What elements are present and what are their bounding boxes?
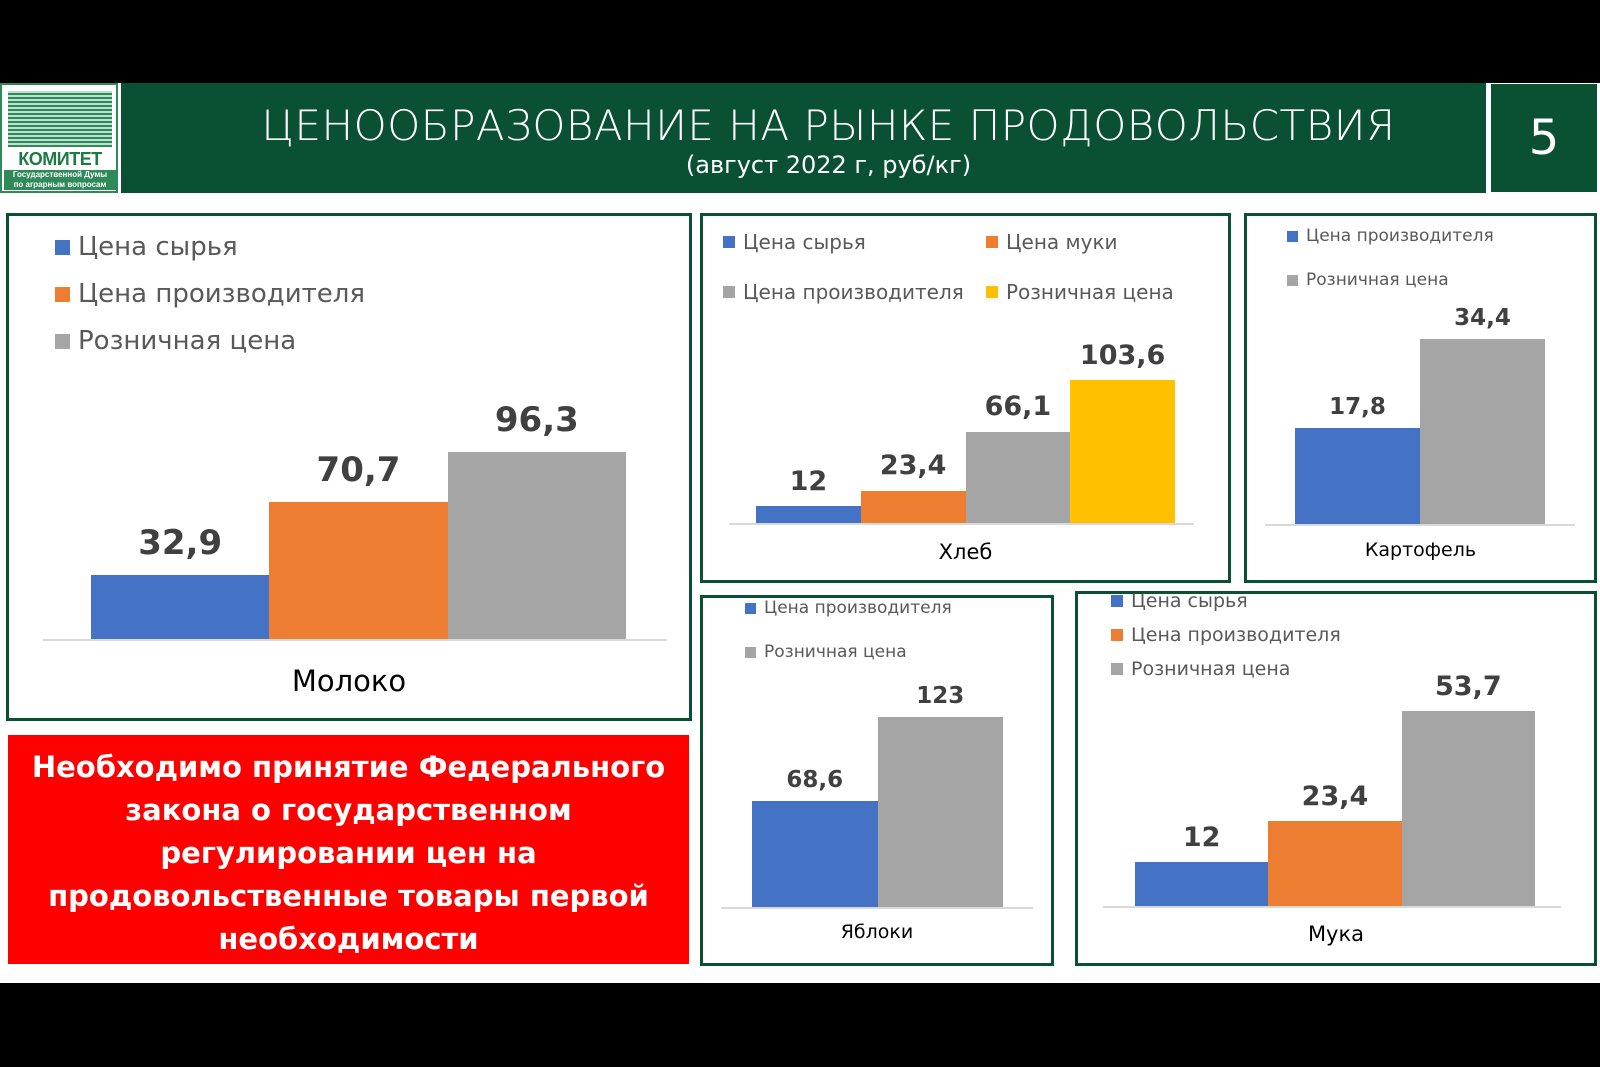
value-label: 96,3 bbox=[494, 400, 579, 441]
legend-item: Розничная цена bbox=[1287, 270, 1449, 290]
bar bbox=[1070, 380, 1175, 523]
value-label: 12 bbox=[1182, 821, 1221, 853]
plot-area: 12 23,4 53,7 bbox=[1135, 651, 1535, 906]
x-axis-line bbox=[1265, 524, 1575, 526]
legend-item: Цена сырья bbox=[55, 232, 238, 262]
legend-label: Цена производителя bbox=[1306, 226, 1494, 246]
legend-swatch bbox=[745, 646, 756, 658]
legend-swatch bbox=[745, 602, 756, 614]
legend-item: Цена производителя bbox=[723, 280, 964, 304]
legend-label: Цена производителя bbox=[1131, 624, 1341, 646]
value-label: 23,4 bbox=[879, 450, 947, 482]
legend-swatch bbox=[55, 239, 70, 255]
category-label: Мука bbox=[1307, 922, 1365, 946]
legend-label: Цена сырья bbox=[78, 232, 238, 262]
legend-swatch bbox=[723, 286, 735, 298]
value-label: 68,6 bbox=[786, 766, 844, 793]
legend-label: Цена производителя bbox=[743, 280, 964, 304]
x-axis-line bbox=[43, 639, 667, 641]
bar bbox=[1420, 339, 1545, 524]
x-axis-line bbox=[721, 907, 1033, 909]
value-label: 70,7 bbox=[316, 449, 401, 490]
bar bbox=[877, 717, 1003, 907]
legend-label: Цена муки bbox=[1006, 230, 1118, 254]
bar bbox=[756, 506, 861, 523]
category-label: Хлеб bbox=[938, 540, 993, 564]
category-label: Картофель bbox=[1364, 539, 1477, 561]
x-axis-line bbox=[729, 523, 1194, 525]
legend-label: Цена производителя bbox=[764, 598, 952, 618]
value-label: 53,7 bbox=[1435, 670, 1502, 702]
legend-item: Цена производителя bbox=[1111, 624, 1341, 646]
bar bbox=[1135, 862, 1269, 906]
legend-item: Цена производителя bbox=[1287, 226, 1494, 246]
bar bbox=[1295, 428, 1420, 524]
legend-swatch bbox=[986, 286, 998, 298]
plot-area: 32,9 70,7 96,3 bbox=[91, 392, 626, 639]
logo-title: КОМИТЕТ bbox=[18, 149, 102, 169]
chart-potato: Цена производителя Розничная цена 17,8 34,4… bbox=[1244, 213, 1597, 583]
value-label: 23,4 bbox=[1301, 780, 1369, 812]
bar bbox=[860, 490, 966, 523]
legend-label: Розничная цена bbox=[1006, 280, 1174, 304]
value-label: 32,9 bbox=[138, 523, 223, 564]
header-bar: ЦЕНООБРАЗОВАНИЕ НА РЫНКЕ ПРОДОВОЛЬСТВИЯ … bbox=[121, 83, 1486, 193]
logo-subtitle: Государственной Думы по аграрным вопросам bbox=[4, 170, 116, 190]
legend-item: Розничная цена bbox=[55, 326, 296, 356]
legend-item: Цена сырья bbox=[1111, 590, 1248, 612]
legend-item: Цена производителя bbox=[745, 598, 952, 618]
chart-flour: Цена сырья Цена производителя Розничная це… bbox=[1075, 590, 1597, 966]
legend-label: Цена сырья bbox=[1131, 590, 1248, 612]
bar bbox=[1268, 821, 1402, 906]
chart-bread: Цена сырья Цена муки Цена производителя Роз… bbox=[700, 213, 1231, 583]
value-label: 17,8 bbox=[1329, 394, 1386, 421]
value-label: 34,4 bbox=[1454, 304, 1511, 331]
legend-item: Цена производителя bbox=[55, 279, 365, 309]
legend-swatch bbox=[1287, 230, 1298, 242]
legend-swatch bbox=[55, 286, 70, 302]
value-label: 103,6 bbox=[1079, 339, 1166, 371]
legend-item: Цена сырья bbox=[723, 230, 866, 254]
value-label: 123 bbox=[916, 682, 965, 709]
slide-number: 5 bbox=[1491, 84, 1597, 192]
legend-label: Розничная цена bbox=[764, 642, 907, 662]
legend-label: Розничная цена bbox=[1306, 270, 1449, 290]
legend-item: Розничная цена bbox=[1111, 658, 1290, 680]
legend-label: Цена производителя bbox=[78, 279, 366, 309]
value-label: 12 bbox=[789, 466, 828, 497]
legend-label: Цена сырья bbox=[743, 230, 866, 254]
plot-area: 68,6 123 bbox=[752, 657, 1003, 907]
chart-apples: Цена производителя Розничная цена 68,6 123 Я… bbox=[700, 595, 1054, 966]
bar bbox=[269, 501, 448, 639]
committee-logo: КОМИТЕТ Государственной Думы по аграрным … bbox=[0, 83, 118, 193]
legend-label: Розничная цена bbox=[1131, 658, 1291, 680]
x-axis-line bbox=[1103, 906, 1561, 908]
bar bbox=[91, 575, 270, 639]
plot-area: 12 23,4 66,1 103,6 bbox=[756, 320, 1175, 523]
category-label: Молоко bbox=[291, 664, 407, 698]
legend-item: Розничная цена bbox=[745, 642, 907, 662]
duma-building-icon bbox=[8, 91, 112, 147]
legend-label: Розничная цена bbox=[78, 326, 297, 356]
legend-swatch bbox=[1111, 595, 1123, 607]
bar bbox=[965, 431, 1071, 523]
legend-item: Цена муки bbox=[986, 230, 1118, 254]
bar bbox=[1401, 711, 1535, 906]
legend-swatch bbox=[55, 333, 70, 349]
legend-swatch bbox=[723, 236, 735, 248]
bar bbox=[447, 452, 626, 639]
legend-item: Розничная цена bbox=[986, 280, 1174, 304]
plot-area: 17,8 34,4 bbox=[1295, 279, 1545, 524]
page-subtitle: (август 2022 г, руб/кг) bbox=[685, 151, 972, 179]
legend-swatch bbox=[1111, 663, 1123, 675]
value-label: 66,1 bbox=[984, 391, 1052, 423]
legend-swatch bbox=[1287, 274, 1298, 286]
page-title: ЦЕНООБРАЗОВАНИЕ НА РЫНКЕ ПРОДОВОЛЬСТВИЯ bbox=[261, 101, 1396, 150]
callout-box: Необходимо принятие Федерального закона … bbox=[8, 735, 689, 964]
legend-swatch bbox=[986, 236, 998, 248]
bar bbox=[752, 801, 878, 907]
category-label: Яблоки bbox=[840, 921, 914, 943]
chart-milk: Цена сырья Цена производителя Розничная це… bbox=[6, 213, 692, 721]
legend-swatch bbox=[1111, 629, 1123, 641]
